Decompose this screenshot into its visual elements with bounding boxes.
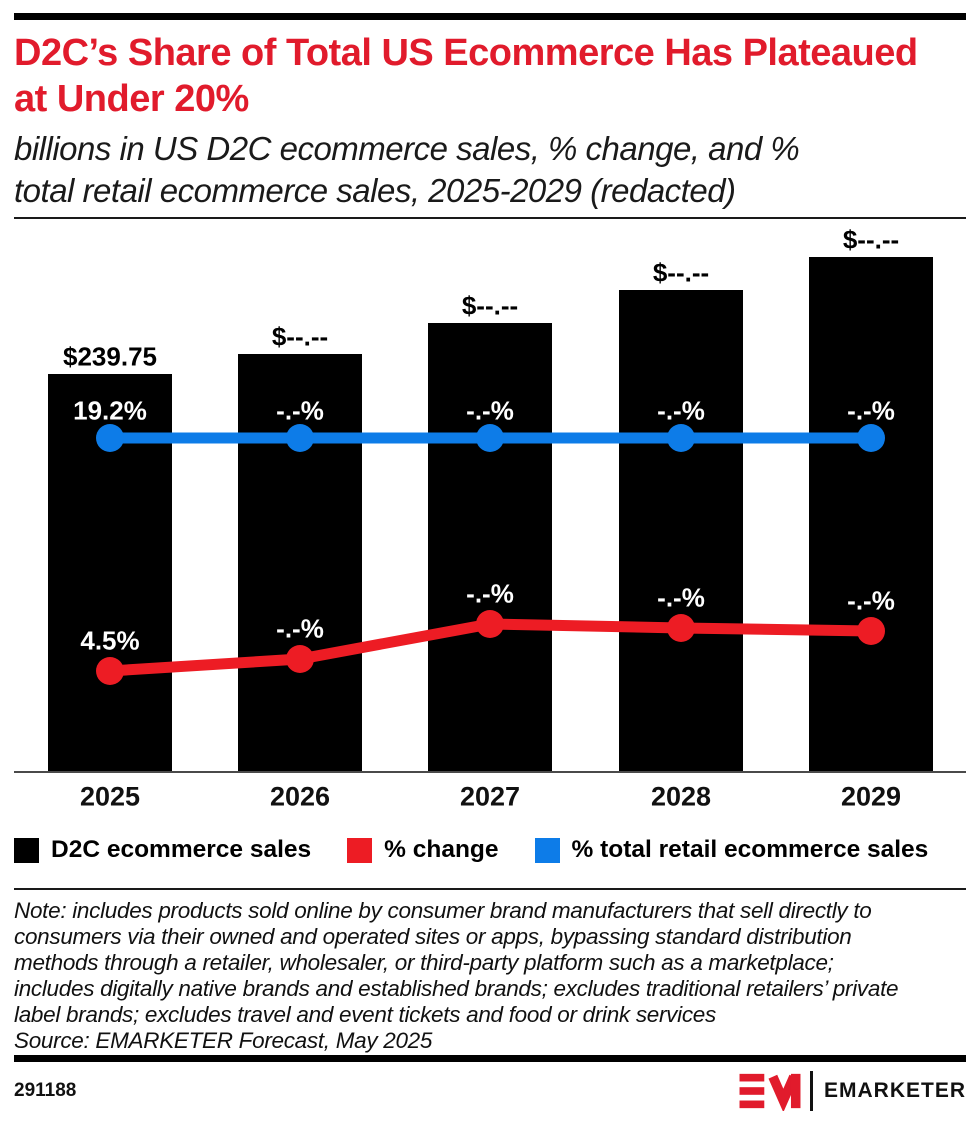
legend-item-pct-change: % change [347,836,499,864]
pct-change-label-2029: -.-% [847,585,895,616]
legend: D2C ecommerce sales % change % total ret… [14,836,966,864]
pct-change-label-2025: 4.5% [80,625,140,656]
bar-value-label-2026: $--.-- [271,321,329,352]
pct-change-label-2026: -.-% [276,613,324,644]
bar-2027 [428,323,552,771]
x-axis-label-2027: 2027 [459,781,521,812]
x-axis-label-2025: 2025 [79,781,141,812]
retail-share-label-2027: -.-% [466,395,514,426]
chart-id: 291188 [14,1080,77,1101]
bar-2026 [238,354,362,771]
x-axis-label-2028: 2028 [650,781,712,812]
legend-item-pct-total-retail: % total retail ecommerce sales [534,836,929,864]
bar-value-label-2025: $239.75 [63,341,157,372]
legend-swatch-d2c-sales [14,837,39,863]
bar-value-label-2029: $--.-- [842,224,900,255]
retail-share-label-2028: -.-% [657,395,705,426]
pct-change-label-2028: -.-% [657,582,705,613]
emarketer-logo: EMARKETER [739,1071,966,1111]
footnote: Note: includes products sold online by c… [14,888,966,1054]
legend-swatch-pct-change [347,837,373,863]
legend-label: D2C ecommerce sales [51,836,312,863]
brand-name: EMARKETER [823,1079,966,1102]
chart-subtitle: billions in US D2C ecommerce sales, % ch… [14,130,800,209]
x-axis-line [14,771,966,773]
chart-title: D2C’s Share of Total US Ecommerce Has Pl… [14,32,918,120]
retail-share-label-2029: -.-% [847,395,895,426]
pct-change-label-2027: -.-% [466,578,514,609]
bar-value-label-2027: $--.-- [461,290,519,321]
bar-value-label-2028: $--.-- [652,257,710,288]
header-accent-bar [14,13,966,20]
bar-2025 [48,374,172,771]
bar-2028 [619,290,743,771]
legend-label: % change [384,836,499,863]
logo-divider [809,1071,813,1111]
bar-2029 [809,257,933,771]
legend-swatch-pct-total-retail [534,837,560,863]
retail-share-label-2025: 19.2% [73,395,147,426]
x-axis-label-2029: 2029 [840,781,902,812]
x-axis-label-2026: 2026 [269,781,331,812]
legend-item-d2c-sales: D2C ecommerce sales [14,836,311,864]
chart-area: $239.75 19.2% 4.5% 2025 $--.-- -.-% -.-% 2026 $-… [14,217,966,819]
em-monogram-icon [739,1073,801,1111]
retail-share-label-2026: -.-% [276,395,324,426]
legend-label: % total retail ecommerce sales [571,836,929,863]
footer-accent-bar [14,1055,966,1062]
footer: 291188 EMARKETER [14,1071,966,1111]
